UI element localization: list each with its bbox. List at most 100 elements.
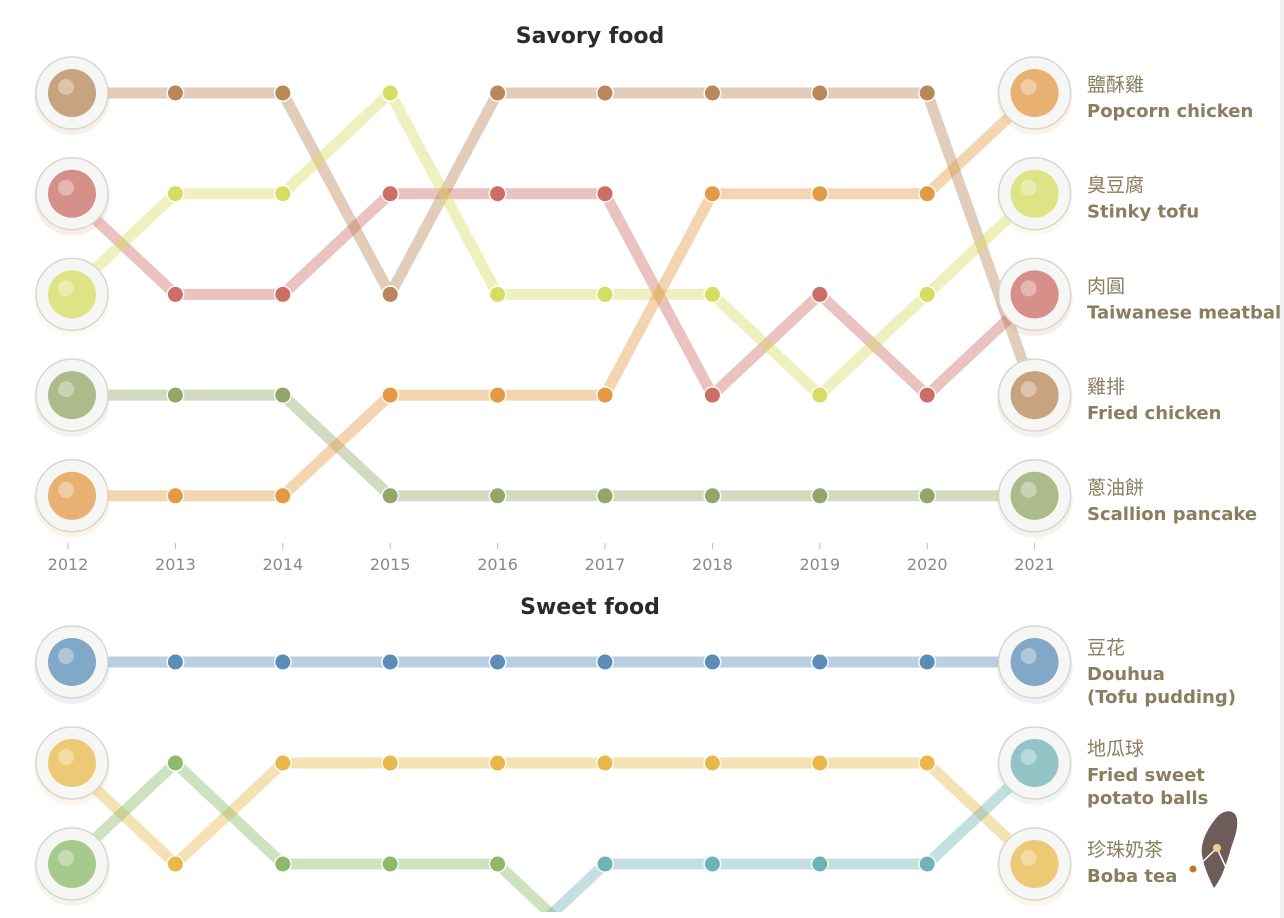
- data-point: [812, 286, 828, 302]
- data-point: [812, 755, 828, 771]
- data-point: [382, 488, 398, 504]
- label-zh: 蔥油餅: [1087, 477, 1144, 499]
- x-tick-label: 2017: [585, 555, 626, 574]
- data-point: [704, 856, 720, 872]
- data-point: [382, 286, 398, 302]
- label-zh: 臭豆腐: [1087, 175, 1144, 197]
- series-end-label: 肉圓 Taiwanese meatball: [1087, 275, 1284, 323]
- boba-tea-icon: [34, 726, 110, 805]
- data-point: [167, 387, 183, 403]
- data-point: [490, 286, 506, 302]
- data-point: [812, 856, 828, 872]
- label-zh: 鹽酥雞: [1087, 74, 1144, 96]
- label-zh: 雞排: [1087, 376, 1125, 398]
- label-en: Popcorn chicken: [1087, 101, 1253, 122]
- data-point: [919, 186, 935, 202]
- label-en: Fried chicken: [1087, 403, 1221, 424]
- data-point: [704, 755, 720, 771]
- series-end-label: 鹽酥雞 Popcorn chicken: [1087, 74, 1253, 122]
- label-en: Boba tea: [1087, 866, 1177, 887]
- douhua-icon: [996, 625, 1073, 704]
- series-line: [68, 389, 1035, 502]
- data-point: [597, 488, 613, 504]
- data-point: [597, 286, 613, 302]
- data-point: [597, 755, 613, 771]
- data-point: [490, 488, 506, 504]
- data-point: [490, 85, 506, 101]
- series-line: [68, 88, 1039, 502]
- data-point: [812, 85, 828, 101]
- data-point: [704, 186, 720, 202]
- fried-chicken-icon: [996, 358, 1073, 438]
- fried-chicken-icon: [34, 56, 110, 135]
- data-point: [275, 85, 291, 101]
- douhua-icon: [34, 625, 110, 704]
- data-point: [704, 488, 720, 504]
- data-point: [167, 654, 183, 670]
- series-line: [64, 87, 1039, 401]
- data-point: [275, 654, 291, 670]
- data-point: [275, 755, 291, 771]
- data-point: [597, 85, 613, 101]
- x-tick-label: 2019: [799, 555, 840, 574]
- series-line: [64, 188, 1039, 401]
- x-tick-label: 2015: [370, 555, 411, 574]
- data-point: [812, 488, 828, 504]
- data-point: [704, 85, 720, 101]
- data-point: [490, 186, 506, 202]
- x-tick-label: 2020: [907, 555, 948, 574]
- sweet-chart-title: Sweet food: [520, 595, 660, 620]
- data-point: [167, 85, 183, 101]
- data-point: [167, 186, 183, 202]
- data-point: [919, 654, 935, 670]
- meatball-icon: [996, 257, 1073, 337]
- data-point: [382, 85, 398, 101]
- milk-tea-icon: [34, 827, 110, 906]
- data-point: [275, 286, 291, 302]
- data-point: [382, 387, 398, 403]
- data-point: [919, 755, 935, 771]
- data-point: [919, 387, 935, 403]
- popcorn-chicken-icon: [996, 56, 1073, 135]
- data-point: [704, 387, 720, 403]
- data-point: [597, 387, 613, 403]
- data-point: [704, 286, 720, 302]
- data-point: [382, 654, 398, 670]
- meatball-icon: [34, 156, 110, 236]
- series-end-label: 蔥油餅 Scallion pancake: [1087, 477, 1257, 525]
- label-en: potato balls: [1087, 788, 1208, 809]
- data-point: [812, 186, 828, 202]
- data-point: [919, 85, 935, 101]
- series-end-label: 臭豆腐 Stinky tofu: [1087, 175, 1199, 223]
- label-zh: 地瓜球: [1087, 738, 1144, 760]
- label-zh: 豆花: [1087, 637, 1125, 659]
- data-point: [167, 286, 183, 302]
- stinky-tofu-icon: [34, 257, 110, 337]
- label-en: Taiwanese meatball: [1087, 302, 1284, 323]
- label-en: Fried sweet: [1087, 765, 1205, 786]
- data-point: [812, 387, 828, 403]
- savory-chart-title: Savory food: [516, 24, 665, 49]
- series-line: [64, 757, 1039, 870]
- sweet-potato-balls-icon: [996, 726, 1073, 805]
- data-point: [382, 856, 398, 872]
- data-point: [275, 856, 291, 872]
- series-line: [545, 758, 1039, 912]
- label-en: Scallion pancake: [1087, 504, 1257, 525]
- data-point: [275, 387, 291, 403]
- x-tick-label: 2018: [692, 555, 733, 574]
- x-tick-label: 2012: [48, 555, 89, 574]
- data-point: [919, 856, 935, 872]
- taiwan-map-icon: [1189, 811, 1238, 888]
- x-tick-label: 2021: [1014, 555, 1055, 574]
- page-edge: [1280, 0, 1284, 918]
- series-end-label: 雞排 Fried chicken: [1087, 376, 1221, 424]
- label-zh: 珍珠奶茶: [1087, 839, 1163, 861]
- label-en: Douhua: [1087, 664, 1165, 685]
- data-point: [490, 856, 506, 872]
- data-point: [490, 387, 506, 403]
- data-point: [490, 755, 506, 771]
- series-line: [64, 757, 557, 912]
- data-point: [382, 755, 398, 771]
